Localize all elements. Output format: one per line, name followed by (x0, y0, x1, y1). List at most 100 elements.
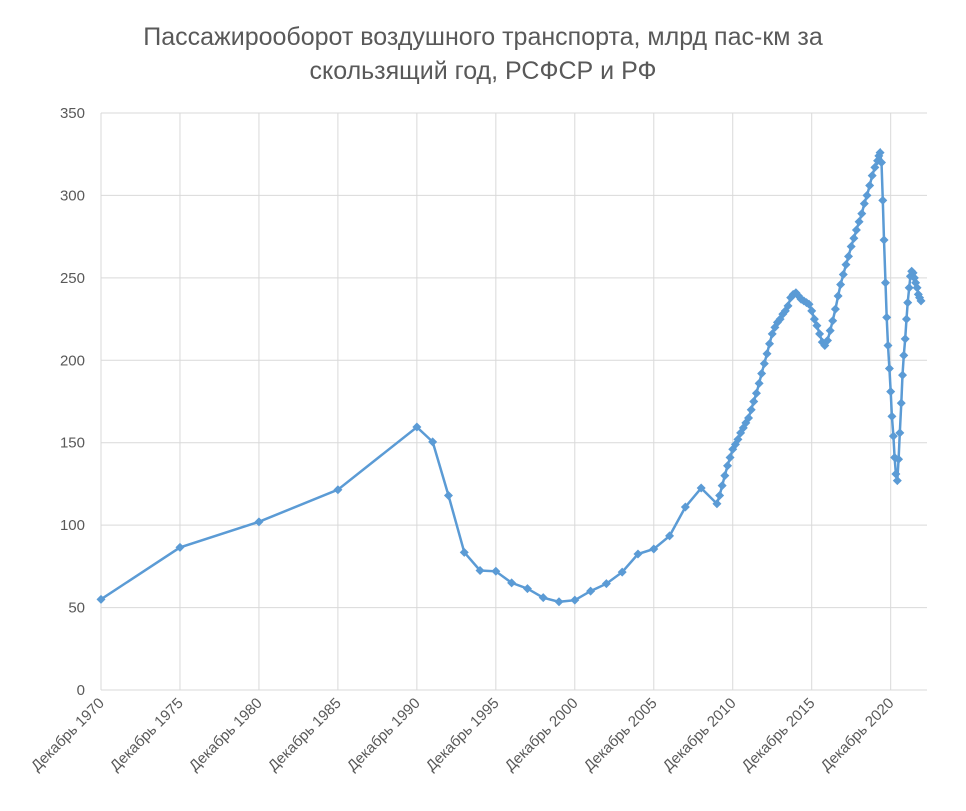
marker (783, 301, 793, 311)
y-tick-label: 100 (60, 517, 85, 534)
marker (617, 567, 627, 577)
x-tick-label: Декабрь 1980 (186, 695, 266, 775)
x-tick-label: Декабрь 1975 (107, 695, 187, 775)
marker (895, 428, 905, 438)
marker (882, 312, 892, 322)
y-tick-label: 150 (60, 435, 85, 452)
marker (896, 398, 906, 408)
marker (680, 502, 690, 512)
x-tick-label: Декабрь 2000 (502, 695, 582, 775)
marker (898, 370, 908, 380)
marker (491, 566, 501, 576)
marker (633, 549, 643, 559)
marker (96, 594, 106, 604)
marker (828, 316, 838, 326)
marker (854, 217, 864, 227)
marker (538, 593, 548, 603)
marker (696, 483, 706, 493)
marker (901, 314, 911, 324)
marker (522, 584, 532, 594)
marker (715, 490, 725, 500)
marker (744, 413, 754, 423)
marker (838, 270, 848, 280)
marker (333, 485, 343, 495)
chart-title: Пассажирооборот воздушного транспорта, м… (143, 23, 823, 85)
marker (601, 579, 611, 589)
marker (757, 368, 767, 378)
marker (759, 359, 769, 369)
marker (886, 387, 896, 397)
marker (459, 547, 469, 557)
marker (894, 454, 904, 464)
marker (720, 471, 730, 481)
marker (649, 544, 659, 554)
x-tick-label: Декабрь 1990 (344, 695, 424, 775)
marker (916, 296, 926, 306)
marker (888, 431, 898, 441)
marker (725, 453, 735, 463)
marker (867, 171, 877, 181)
marker (836, 279, 846, 289)
marker (412, 422, 422, 432)
marker (767, 329, 777, 339)
marker (749, 397, 759, 406)
marker (723, 461, 733, 471)
x-tick-label: Декабрь 2005 (581, 695, 661, 775)
marker (733, 434, 743, 444)
marker (746, 405, 756, 415)
marker (665, 531, 675, 541)
marker (825, 326, 835, 336)
marker (570, 595, 580, 605)
marker (554, 597, 564, 607)
marker (428, 437, 438, 447)
marker (765, 339, 775, 349)
marker (859, 199, 869, 209)
marker (807, 306, 817, 316)
x-tick-label: Декабрь 2015 (739, 695, 819, 775)
marker (851, 225, 861, 235)
marker (844, 251, 854, 261)
marker (904, 283, 914, 293)
x-tick-label: Декабрь 1985 (265, 695, 345, 775)
marker (823, 336, 833, 346)
marker (830, 304, 840, 314)
marker (812, 321, 822, 331)
marker (903, 298, 913, 308)
marker (884, 364, 894, 374)
marker (862, 190, 872, 200)
marker (899, 350, 909, 360)
marker (887, 411, 897, 421)
marker (875, 148, 885, 158)
x-tick-label: Декабрь 1970 (28, 695, 108, 775)
marker (857, 209, 867, 219)
marker (712, 499, 722, 509)
marker (804, 299, 814, 309)
series-line (100, 147, 923, 604)
x-tick-label: Декабрь 2010 (660, 695, 740, 775)
marker (475, 565, 485, 575)
marker (878, 195, 888, 205)
marker (892, 476, 902, 486)
marker (841, 260, 851, 270)
marker (833, 291, 843, 301)
y-tick-label: 350 (60, 105, 85, 122)
marker (912, 283, 922, 293)
marker (809, 314, 819, 324)
marker (507, 578, 517, 588)
x-tick-label: Декабрь 2020 (818, 695, 898, 775)
marker (900, 334, 910, 344)
x-tick-label: Декабрь 1995 (423, 695, 503, 775)
marker (586, 586, 596, 596)
y-tick-label: 50 (68, 600, 85, 617)
marker (879, 235, 889, 245)
marker (762, 349, 772, 359)
marker (865, 181, 875, 191)
marker (254, 517, 264, 527)
marker (815, 329, 825, 339)
marker (870, 162, 880, 172)
marker (877, 157, 887, 167)
y-tick-label: 300 (60, 187, 85, 204)
y-tick-label: 200 (60, 352, 85, 369)
